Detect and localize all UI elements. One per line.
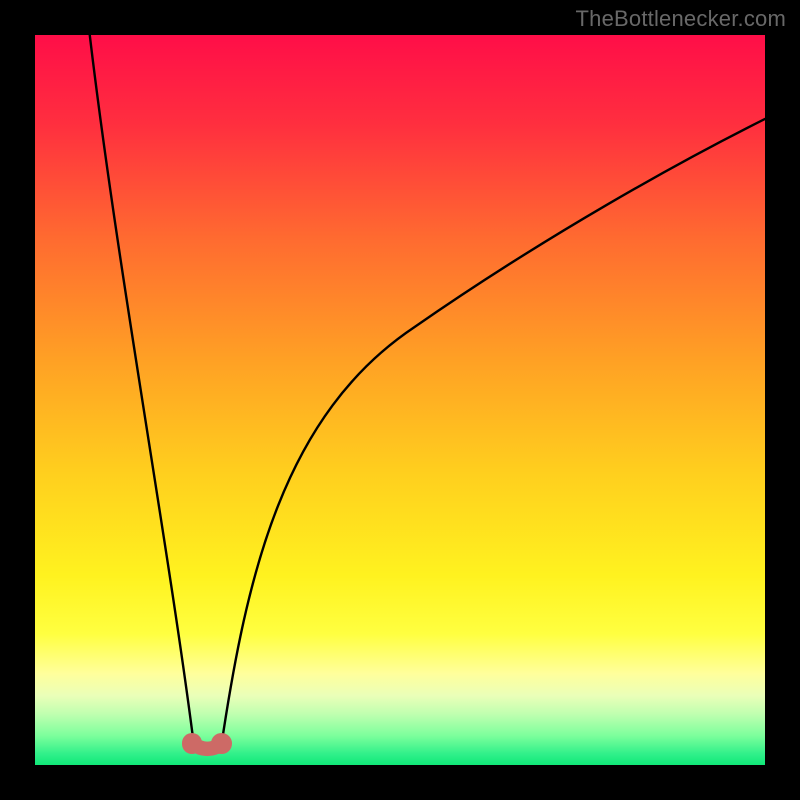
canvas-root: TheBottlenecker.com — [0, 0, 800, 800]
watermark-text: TheBottlenecker.com — [576, 6, 786, 32]
plot-area — [35, 35, 765, 765]
bottleneck-curve — [35, 35, 765, 765]
